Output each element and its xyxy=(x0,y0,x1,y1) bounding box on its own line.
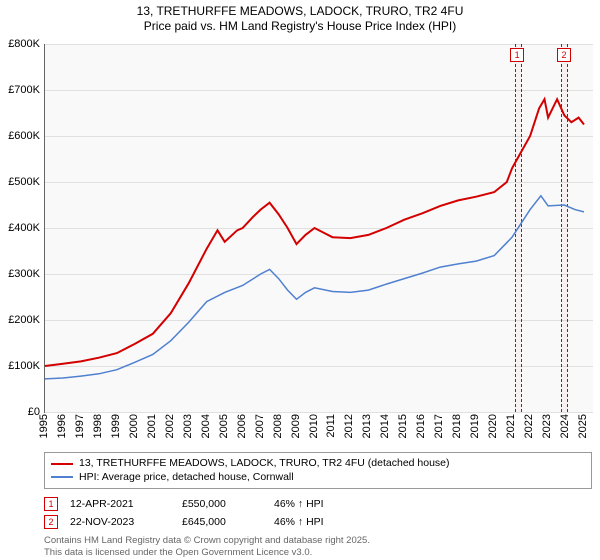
ytick-label: £200K xyxy=(0,314,40,326)
xtick-label: 2020 xyxy=(487,414,499,438)
title-line-1: 13, TRETHURFFE MEADOWS, LADOCK, TRURO, T… xyxy=(0,4,600,19)
xtick-label: 2001 xyxy=(146,414,158,438)
plot-marker: 1 xyxy=(510,48,524,62)
xtick-label: 2023 xyxy=(541,414,553,438)
ytick-label: £500K xyxy=(0,176,40,188)
xtick-label: 2008 xyxy=(272,414,284,438)
transaction-pct: 46% ↑ HPI xyxy=(274,498,364,510)
series-line xyxy=(45,99,584,366)
series-line xyxy=(45,196,584,379)
xtick-label: 2002 xyxy=(164,414,176,438)
plot-marker: 2 xyxy=(557,48,571,62)
plot-area: 12 xyxy=(44,44,593,413)
xtick-label: 2022 xyxy=(523,414,535,438)
xtick-label: 2015 xyxy=(397,414,409,438)
transaction-row: 1 12-APR-2021 £550,000 46% ↑ HPI xyxy=(44,495,592,513)
legend-box: 13, TRETHURFFE MEADOWS, LADOCK, TRURO, T… xyxy=(44,452,592,489)
xtick-label: 2009 xyxy=(290,414,302,438)
series-lines xyxy=(45,44,593,412)
ytick-label: £0 xyxy=(0,406,40,418)
xtick-label: 2019 xyxy=(469,414,481,438)
transaction-date: 12-APR-2021 xyxy=(70,498,170,510)
ytick-label: £700K xyxy=(0,84,40,96)
xtick-label: 1996 xyxy=(56,414,68,438)
ytick-label: £800K xyxy=(0,38,40,50)
xtick-label: 1999 xyxy=(110,414,122,438)
legend-area: 13, TRETHURFFE MEADOWS, LADOCK, TRURO, T… xyxy=(44,452,592,558)
xtick-label: 2017 xyxy=(433,414,445,438)
transaction-marker: 1 xyxy=(44,497,58,511)
xtick-label: 2003 xyxy=(182,414,194,438)
legend-swatch xyxy=(51,476,73,478)
title-line-2: Price paid vs. HM Land Registry's House … xyxy=(0,19,600,34)
xtick-label: 2005 xyxy=(218,414,230,438)
gridline xyxy=(45,412,593,413)
legend-row: 13, TRETHURFFE MEADOWS, LADOCK, TRURO, T… xyxy=(51,457,585,471)
legend-row: HPI: Average price, detached house, Corn… xyxy=(51,471,585,485)
ytick-label: £600K xyxy=(0,130,40,142)
xtick-label: 2014 xyxy=(379,414,391,438)
transaction-pct: 46% ↑ HPI xyxy=(274,516,364,528)
ytick-label: £400K xyxy=(0,222,40,234)
chart-container: 13, TRETHURFFE MEADOWS, LADOCK, TRURO, T… xyxy=(0,0,600,560)
chart-title: 13, TRETHURFFE MEADOWS, LADOCK, TRURO, T… xyxy=(0,0,600,34)
xtick-label: 2021 xyxy=(505,414,517,438)
xtick-label: 2018 xyxy=(451,414,463,438)
xtick-label: 2011 xyxy=(325,414,337,438)
transaction-price: £550,000 xyxy=(182,498,262,510)
legend-swatch xyxy=(51,463,73,465)
transaction-price: £645,000 xyxy=(182,516,262,528)
xtick-label: 2025 xyxy=(577,414,589,438)
transaction-rows: 1 12-APR-2021 £550,000 46% ↑ HPI 2 22-NOV-202… xyxy=(44,495,592,531)
xtick-label: 1997 xyxy=(74,414,86,438)
footer-line-1: Contains HM Land Registry data © Crown c… xyxy=(44,535,592,546)
transaction-date: 22-NOV-2023 xyxy=(70,516,170,528)
xtick-label: 1998 xyxy=(92,414,104,438)
xtick-label: 2016 xyxy=(415,414,427,438)
xtick-label: 2000 xyxy=(128,414,140,438)
xtick-label: 2007 xyxy=(254,414,266,438)
xtick-label: 2006 xyxy=(236,414,248,438)
xtick-label: 2013 xyxy=(361,414,373,438)
legend-label: 13, TRETHURFFE MEADOWS, LADOCK, TRURO, T… xyxy=(79,457,450,471)
transaction-marker: 2 xyxy=(44,515,58,529)
ytick-label: £300K xyxy=(0,268,40,280)
xtick-label: 2010 xyxy=(308,414,320,438)
xtick-label: 2004 xyxy=(200,414,212,438)
footer-line-2: This data is licensed under the Open Gov… xyxy=(44,547,592,558)
footer: Contains HM Land Registry data © Crown c… xyxy=(44,535,592,558)
ytick-label: £100K xyxy=(0,360,40,372)
xtick-label: 2024 xyxy=(559,414,571,438)
xtick-label: 1995 xyxy=(38,414,50,438)
transaction-row: 2 22-NOV-2023 £645,000 46% ↑ HPI xyxy=(44,513,592,531)
xtick-label: 2012 xyxy=(343,414,355,438)
legend-label: HPI: Average price, detached house, Corn… xyxy=(79,471,294,485)
